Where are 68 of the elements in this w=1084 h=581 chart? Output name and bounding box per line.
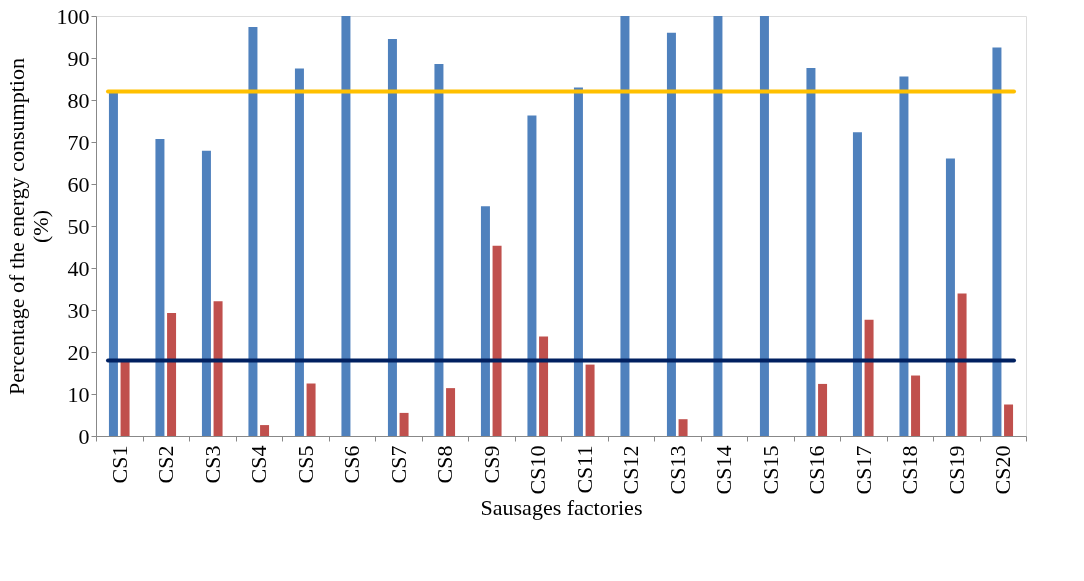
bar [399,412,409,436]
bar [864,319,874,436]
y-tick-label: 90 [67,45,90,71]
x-tick-label: CS4 [246,445,272,484]
bar [260,425,270,436]
y-tick-label: 10 [67,381,90,407]
x-tick-label: CS10 [525,445,551,495]
bar [480,206,490,436]
bar [446,388,456,436]
x-tick-label: CS8 [432,445,458,484]
y-tick-label: 20 [67,339,90,365]
bar [899,76,909,436]
x-tick-label: CS12 [618,445,644,495]
x-tick-label: CS16 [804,445,830,495]
y-tick-label: 70 [67,129,90,155]
x-axis-title: Sausages factories [480,495,643,521]
bar [573,87,583,436]
bar [1004,404,1014,436]
x-tick-label: CS13 [664,445,690,495]
x-tick-label: CS14 [711,445,737,495]
bar [248,26,258,436]
bar [585,364,595,436]
bar [213,301,223,436]
x-tick-label: CS15 [757,445,783,495]
x-tick-label: CS11 [571,445,597,494]
y-tick-label: 80 [67,87,90,113]
bar [852,132,862,436]
x-tick-label: CS2 [153,445,179,484]
y-tick-label: 30 [67,297,90,323]
bar [957,293,967,436]
bar [294,68,304,436]
bar [911,375,921,436]
bar [666,32,676,436]
bar [539,336,549,436]
bar [992,47,1002,436]
bar [759,16,769,436]
bar [167,312,177,436]
bar [806,68,816,436]
bar [492,245,502,436]
bar [120,361,130,436]
bar [306,383,316,436]
y-tick-label: 100 [56,3,90,29]
bar [155,139,165,436]
x-tick-label: CS6 [339,445,365,484]
bar [620,16,630,436]
bar [201,150,211,436]
bar [527,115,537,436]
x-tick-label: CS20 [990,445,1016,495]
y-tick-label: 40 [67,255,90,281]
x-tick-label: CS9 [478,445,504,484]
bar [341,16,351,436]
bar [434,63,444,436]
x-tick-label: CS17 [850,445,876,495]
x-tick-label: CS19 [943,445,969,495]
y-tick-label: 0 [78,423,90,449]
y-tick-label: 50 [67,213,90,239]
bar [387,39,397,436]
y-tick-label: 60 [67,171,90,197]
bar [678,419,688,436]
x-tick-label: CS1 [106,445,132,484]
y-axis-title: Percentage of the energy consumption (%) [3,58,53,395]
bar [945,158,955,436]
x-tick-label: CS3 [199,445,225,484]
x-tick-label: CS5 [292,445,318,484]
x-tick-label: CS18 [897,445,923,495]
x-tick-label: CS7 [385,445,411,484]
bar [713,16,723,436]
bar [818,383,828,436]
